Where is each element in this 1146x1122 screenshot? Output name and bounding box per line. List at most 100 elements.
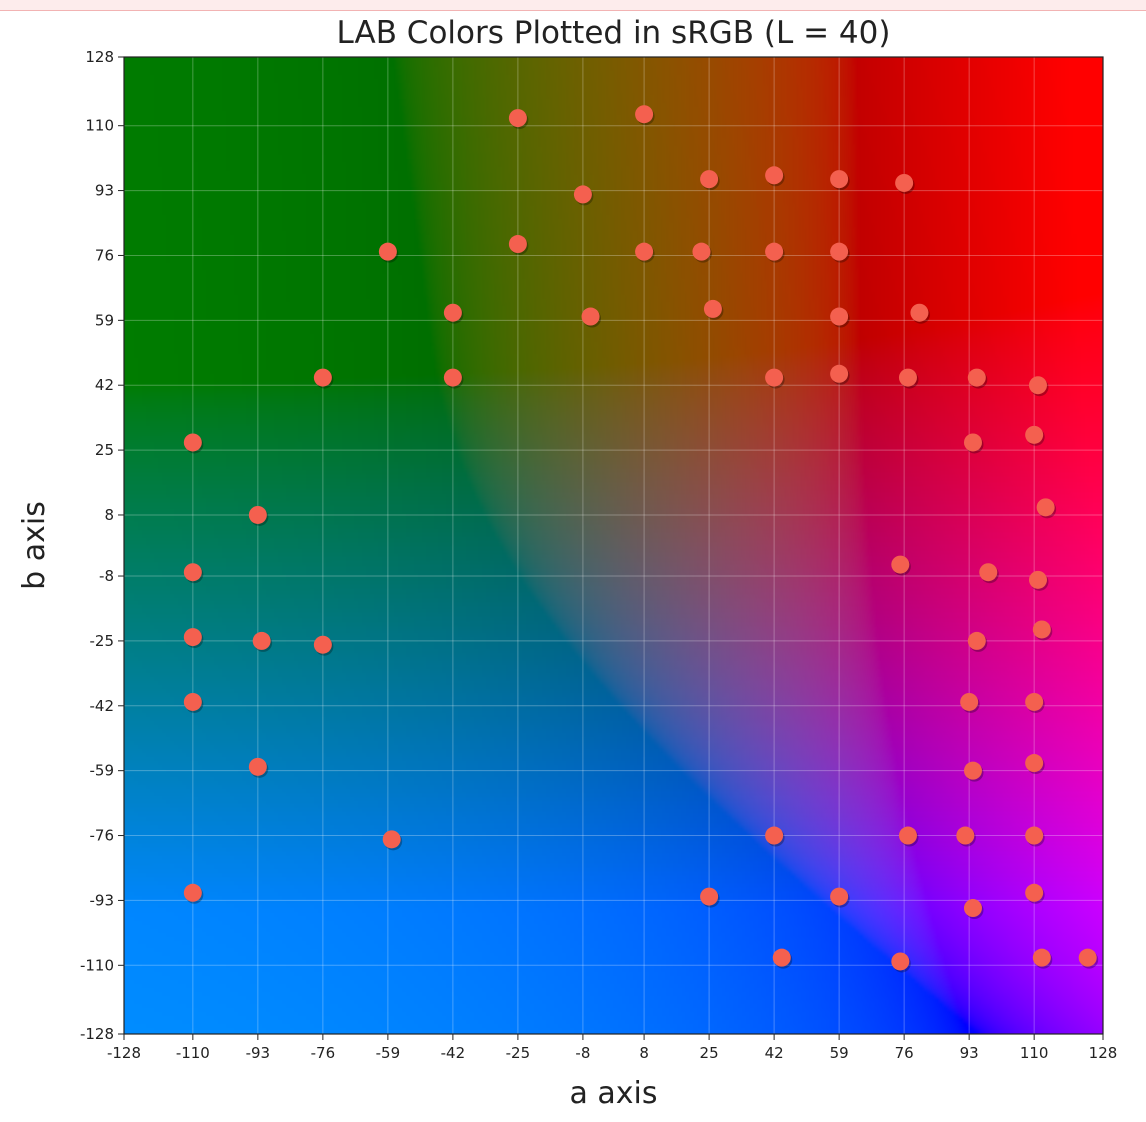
x-tick-label: 93 [960, 1044, 979, 1062]
data-point [313, 635, 332, 654]
y-tick-label: -42 [90, 697, 115, 715]
data-point [1025, 883, 1044, 902]
data-point [581, 307, 600, 326]
chart-title: LAB Colors Plotted in sRGB (L = 40) [337, 15, 891, 51]
data-point [956, 826, 975, 845]
data-point [378, 242, 397, 261]
x-tick-label: 128 [1089, 1044, 1118, 1062]
data-point [1025, 754, 1044, 773]
data-point [963, 433, 982, 452]
data-point [1078, 948, 1097, 967]
x-tick-label: -76 [311, 1044, 336, 1062]
data-point [772, 948, 791, 967]
data-point [1025, 425, 1044, 444]
data-point [183, 692, 202, 711]
y-tick-label: -59 [90, 762, 115, 780]
x-tick-label: -128 [107, 1044, 141, 1062]
data-point [1025, 692, 1044, 711]
data-point [248, 757, 267, 776]
data-point [700, 170, 719, 189]
data-point [443, 303, 462, 322]
x-tick-label: 110 [1020, 1044, 1049, 1062]
data-point [963, 761, 982, 780]
data-point [765, 826, 784, 845]
data-point [508, 235, 527, 254]
y-tick-label: 42 [95, 376, 114, 394]
data-point [898, 368, 917, 387]
data-point [830, 242, 849, 261]
x-tick-label: 8 [639, 1044, 649, 1062]
data-point [830, 307, 849, 326]
data-point [700, 887, 719, 906]
data-point [967, 368, 986, 387]
data-point [979, 563, 998, 582]
data-point [313, 368, 332, 387]
data-point [1025, 826, 1044, 845]
x-tick-label: -8 [575, 1044, 590, 1062]
data-point [960, 692, 979, 711]
y-axis-label: b axis [17, 501, 52, 590]
y-tick-label: -110 [80, 956, 114, 974]
data-point [635, 242, 654, 261]
data-point [967, 631, 986, 650]
data-point [891, 952, 910, 971]
y-tick-label: -93 [90, 891, 115, 909]
data-point [183, 883, 202, 902]
y-tick-label: 8 [104, 506, 114, 524]
y-tick-label: -128 [80, 1025, 114, 1043]
y-tick-label: -8 [99, 567, 114, 585]
plot-frame [123, 56, 1104, 1035]
data-point [573, 185, 592, 204]
y-tick-label: -25 [90, 632, 115, 650]
x-tick-label: -59 [376, 1044, 401, 1062]
data-point [895, 173, 914, 192]
y-tick-label: 110 [85, 117, 114, 135]
x-tick-label: 76 [895, 1044, 914, 1062]
y-tick-label: 59 [95, 311, 114, 329]
data-point [765, 166, 784, 185]
x-axis-label: a axis [569, 1076, 657, 1111]
lab-color-field [124, 57, 1103, 1034]
data-point [891, 555, 910, 574]
data-point [765, 368, 784, 387]
data-point [963, 899, 982, 918]
data-point [382, 830, 401, 849]
data-point [252, 631, 271, 650]
x-tick-label: -93 [246, 1044, 271, 1062]
x-tick-label: 25 [700, 1044, 719, 1062]
data-point [898, 826, 917, 845]
top-strip-divider [0, 10, 1146, 11]
x-axis-ticks: -128 -110 -93 -76 -59 -42 -25 -8 8 25 42 59 76 93 110 1… [107, 1034, 1117, 1062]
top-status-strip [0, 0, 1146, 10]
data-point [765, 242, 784, 261]
y-tick-label: 128 [85, 48, 114, 66]
y-tick-label: 93 [95, 182, 114, 200]
x-tick-label: 59 [830, 1044, 849, 1062]
data-point [692, 242, 711, 261]
data-point [910, 303, 929, 322]
data-points [183, 105, 1099, 973]
data-point [830, 170, 849, 189]
x-tick-label: -25 [506, 1044, 531, 1062]
data-point [443, 368, 462, 387]
y-tick-label: -76 [90, 827, 115, 845]
data-point [1028, 376, 1047, 395]
data-point [1028, 570, 1047, 589]
data-point [1032, 948, 1051, 967]
y-tick-label: 25 [95, 441, 114, 459]
data-point [635, 105, 654, 124]
data-point [830, 364, 849, 383]
x-tick-label: -42 [441, 1044, 466, 1062]
data-point [830, 887, 849, 906]
data-point [703, 299, 722, 318]
data-point [183, 628, 202, 647]
data-point [183, 563, 202, 582]
y-axis-ticks: -128 -110 -93 -76 -59 -42 -25 -8 8 25 42 59 76 93 110 1… [80, 48, 124, 1043]
data-point [1032, 620, 1051, 639]
data-point [248, 505, 267, 524]
data-point [183, 433, 202, 452]
data-point [508, 109, 527, 128]
x-tick-label: 42 [765, 1044, 784, 1062]
x-tick-label: -110 [176, 1044, 210, 1062]
